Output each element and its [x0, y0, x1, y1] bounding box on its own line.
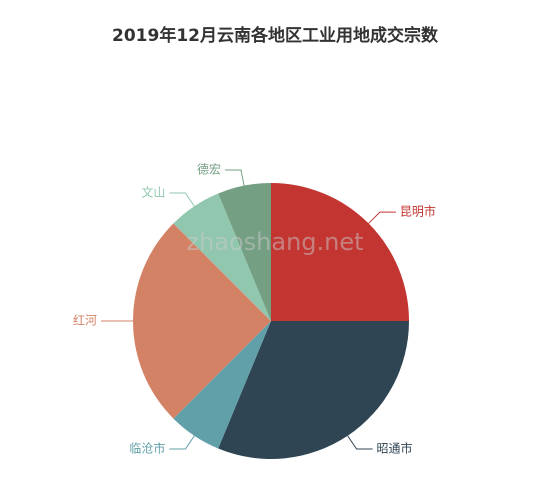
leader-line: [169, 192, 195, 207]
slice-label: 昆明市: [400, 204, 436, 219]
leader-line: [169, 435, 195, 450]
slice-label: 德宏: [197, 161, 221, 176]
pie-slice: [173, 193, 271, 321]
pie-slice: [218, 183, 271, 321]
slice-label: 文山: [141, 184, 165, 199]
leader-line: [368, 211, 396, 224]
leader-line: [347, 435, 373, 450]
pie-slice: [218, 321, 409, 459]
slice-label: 昭通市: [377, 441, 413, 456]
pie-slice: [173, 321, 271, 449]
leader-line: [224, 169, 245, 186]
pie: [133, 183, 409, 459]
watermark: zhaoshang.net: [186, 228, 363, 256]
slice-label: 红河: [73, 313, 97, 328]
slice-label: 临沧市: [129, 441, 165, 456]
chart-title: 2019年12月云南各地区工业用地成交宗数: [112, 25, 439, 46]
pie-slice: [133, 223, 271, 419]
pie-slice: [271, 183, 409, 321]
